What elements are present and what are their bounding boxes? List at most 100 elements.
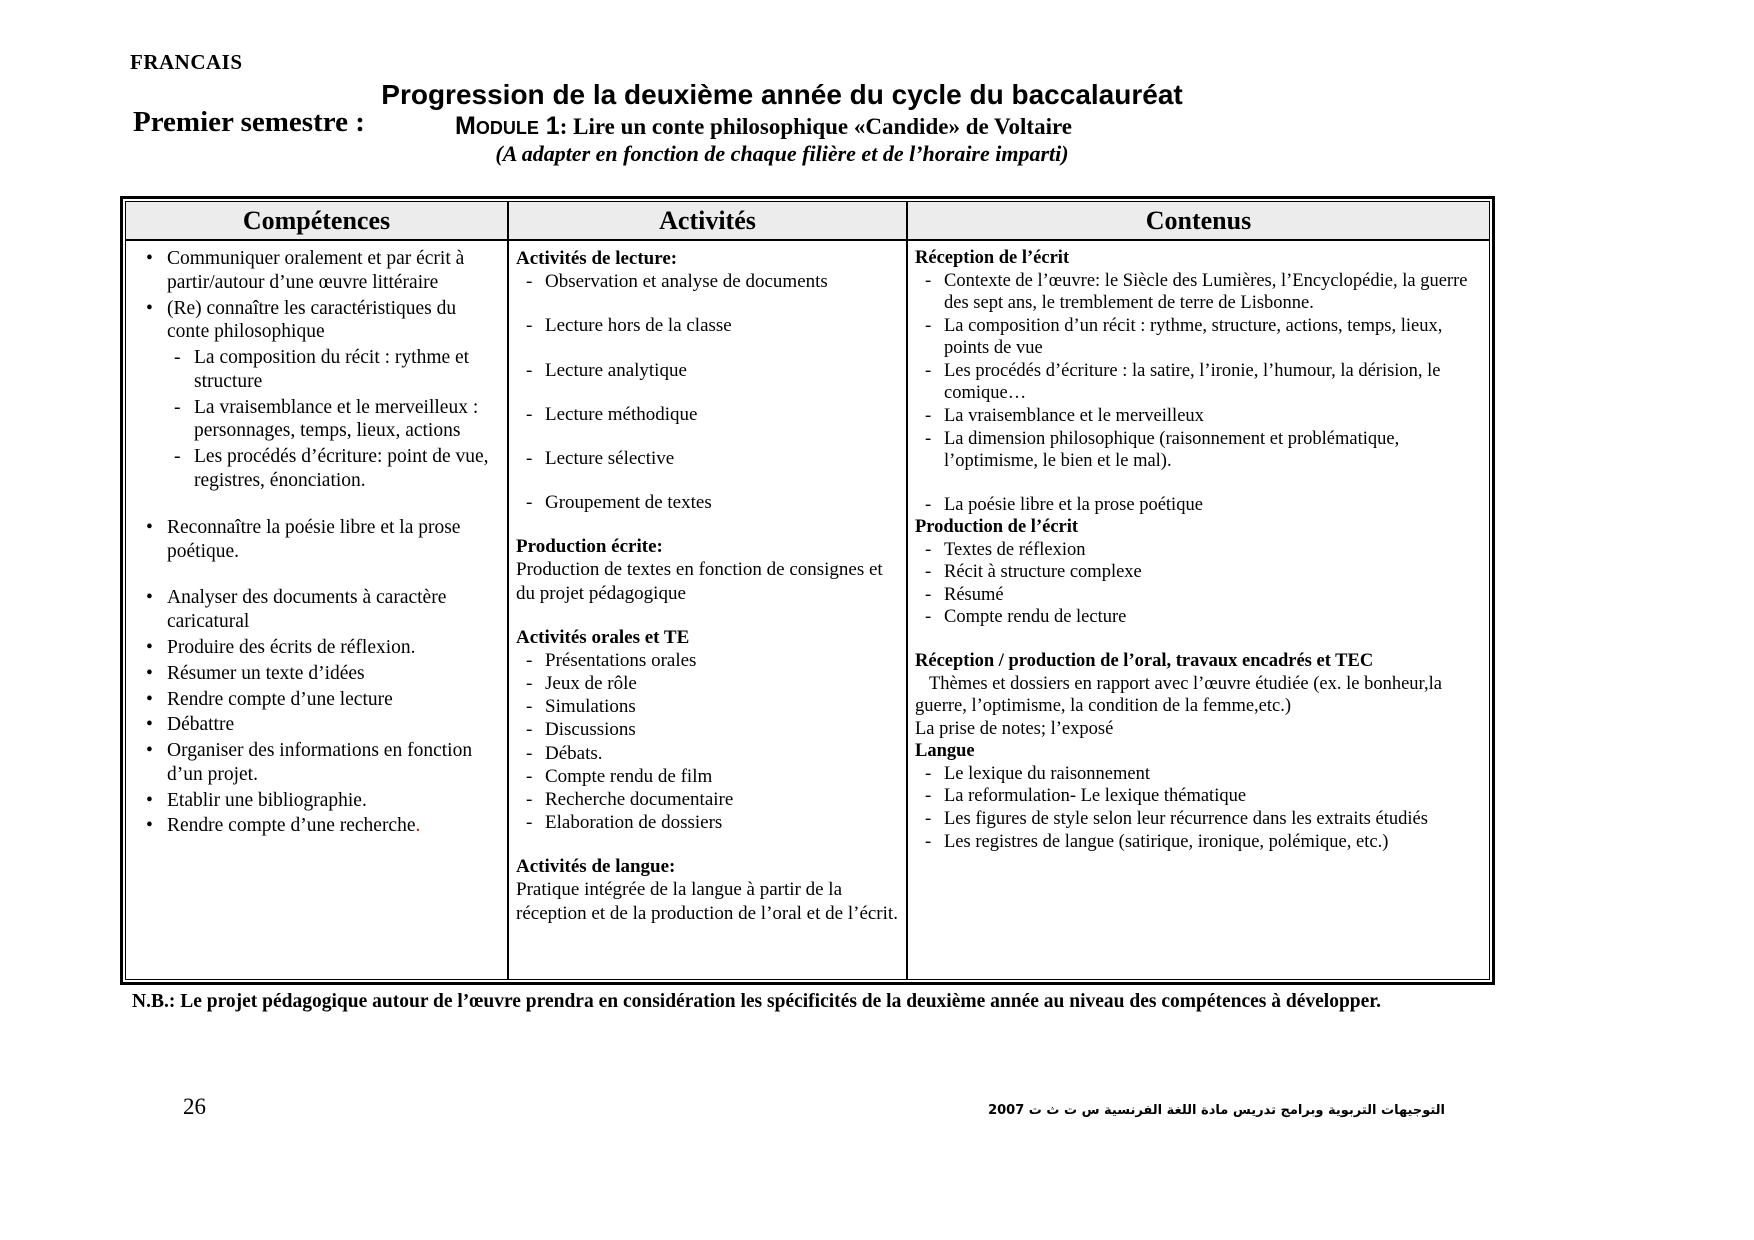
bullet-marker: • xyxy=(146,248,153,269)
activites-cell: Activités de lecture: - Observation et ana… xyxy=(509,241,908,979)
spacer xyxy=(912,629,1481,650)
dash-item: - Contexte de l’œuvre: le Siècle des Lumi… xyxy=(912,270,1481,315)
spacer xyxy=(513,426,898,447)
dash-marker: - xyxy=(925,494,932,515)
bullet-marker: • xyxy=(146,714,153,736)
dash-marker: - xyxy=(526,403,533,425)
item-text: La dimension philosophique (raisonnement… xyxy=(944,428,1400,472)
dash-item: - Les procédés d’écriture: point de vue, … xyxy=(130,445,499,493)
item-text: Les registres de langue (satirique, iron… xyxy=(944,831,1389,852)
dash-marker: - xyxy=(925,360,932,381)
section-heading: Activités de langue: xyxy=(516,856,676,878)
cell-paragraph: Pratique intégrée de la langue à partir … xyxy=(516,879,898,924)
dash-marker: - xyxy=(925,562,932,583)
spacer xyxy=(513,514,898,535)
dash-item: - Groupement de textes xyxy=(513,491,898,514)
spacer xyxy=(130,565,499,586)
item-text: Discussions xyxy=(545,719,636,741)
dash-marker: - xyxy=(526,447,533,469)
item-text: Recherche documentaire xyxy=(545,788,734,810)
bullet-item: • Rendre compte d’une lecture xyxy=(130,688,499,712)
dash-marker: - xyxy=(925,786,932,807)
spacer xyxy=(513,382,898,403)
dash-marker: - xyxy=(925,763,932,784)
dash-item: - La composition du récit : rythme et str… xyxy=(130,346,499,394)
dash-marker: - xyxy=(925,808,932,829)
section-heading: Activités orales et TE xyxy=(516,626,690,648)
item-text: La vraisemblance et le merveilleux xyxy=(944,405,1204,426)
item-text: Lecture hors de la classe xyxy=(545,315,732,337)
item-text: Débattre xyxy=(167,714,235,736)
dash-item: - Débats. xyxy=(513,742,898,765)
bullet-item: • Reconnaître la poésie libre et la prose… xyxy=(130,516,499,564)
bullet-marker: • xyxy=(146,636,153,658)
dash-item: - La vraisemblance et le merveilleux : pe… xyxy=(130,396,499,444)
dash-item: - La reformulation- Le lexique thématique xyxy=(912,785,1481,808)
dash-marker: - xyxy=(925,270,932,291)
arabic-footer-note: التوجيهات التربوية وبرامج تدريس مادة الل… xyxy=(988,1103,1445,1118)
item-text: Produire des écrits de réflexion. xyxy=(167,636,416,658)
dash-marker: - xyxy=(526,492,533,514)
curriculum-table-inner: Compétences Activités Contenus • Communiq… xyxy=(125,201,1490,980)
bullet-item: • Produire des écrits de réflexion. xyxy=(130,636,499,660)
dash-item: - La composition d’un récit : rythme, str… xyxy=(912,315,1481,360)
dash-marker: - xyxy=(925,428,932,449)
item-suffix: . xyxy=(415,815,421,837)
item-text: Elaboration de dossiers xyxy=(545,812,723,834)
section-heading: Langue xyxy=(915,741,975,762)
dash-marker: - xyxy=(925,584,932,605)
module-label: Module 1 xyxy=(455,112,560,140)
dash-marker: - xyxy=(526,765,533,787)
dash-marker: - xyxy=(526,742,533,764)
item-text: Simulations xyxy=(545,696,636,718)
dash-marker: - xyxy=(526,696,533,718)
column-header-activites: Activités xyxy=(509,202,908,241)
dash-marker: - xyxy=(925,607,932,628)
dash-marker: - xyxy=(526,359,533,381)
bullet-marker: • xyxy=(146,740,153,762)
competences-cell: • Communiquer oralement et par écrit à pa… xyxy=(126,241,509,979)
bullet-item: • Organiser des informations en fonction … xyxy=(130,739,499,787)
spacer xyxy=(912,473,1481,494)
item-text: Jeux de rôle xyxy=(545,673,637,695)
dash-item: - Recherche documentaire xyxy=(513,788,898,811)
column-header-contenus: Contenus xyxy=(908,202,1489,241)
dash-item: - Textes de réflexion xyxy=(912,539,1481,562)
dash-marker: - xyxy=(174,396,181,418)
curriculum-table: Compétences Activités Contenus • Communiq… xyxy=(120,196,1495,985)
spacer xyxy=(513,605,898,626)
dash-marker: - xyxy=(526,271,533,293)
dash-item: - Simulations xyxy=(513,695,898,718)
module-heading: Module 1: Lire un conte philosophique «C… xyxy=(455,112,1072,141)
subject-label: FRANCAIS xyxy=(130,50,243,74)
dash-item: - Lecture méthodique xyxy=(513,403,898,426)
spacer xyxy=(130,495,499,516)
item-text: Groupement de textes xyxy=(545,492,712,514)
dash-marker: - xyxy=(526,788,533,810)
dash-marker: - xyxy=(526,719,533,741)
spacer xyxy=(513,834,898,855)
dash-item: - Compte rendu de lecture xyxy=(912,606,1481,629)
dash-item: - Lecture hors de la classe xyxy=(513,314,898,337)
bullet-marker: • xyxy=(146,815,153,837)
module-title: : Lire un conte philosophique «Candide» … xyxy=(559,114,1072,139)
cell-paragraph: Thèmes et dossiers en rapport avec l’œuv… xyxy=(915,673,1442,717)
item-text: Les figures de style selon leur récurren… xyxy=(944,808,1428,829)
cell-paragraph: La prise de notes; l’exposé xyxy=(915,718,1114,739)
item-text: La vraisemblance et le merveilleux : per… xyxy=(194,396,479,442)
section-heading: Réception de l’écrit xyxy=(915,248,1070,268)
item-text: Lecture analytique xyxy=(545,359,687,381)
adaptation-note: (A adapter en fonction de chaque filière… xyxy=(495,141,1069,166)
contenus-cell: Réception de l’écrit - Contexte de l’œuvre… xyxy=(908,241,1489,979)
section-heading: Production de l’écrit xyxy=(915,517,1079,538)
dash-item: - Présentations orales xyxy=(513,649,898,672)
item-text: Etablir une bibliographie. xyxy=(167,789,367,811)
item-text: La poésie libre et la prose poétique xyxy=(944,494,1203,515)
dash-item: - La vraisemblance et le merveilleux xyxy=(912,405,1481,428)
dash-item: - Elaboration de dossiers xyxy=(513,811,898,834)
item-text: Les procédés d’écriture : la satire, l’i… xyxy=(944,360,1441,404)
bullet-marker: • xyxy=(146,789,153,811)
item-text: Textes de réflexion xyxy=(944,539,1086,560)
dash-item: - Lecture analytique xyxy=(513,359,898,382)
